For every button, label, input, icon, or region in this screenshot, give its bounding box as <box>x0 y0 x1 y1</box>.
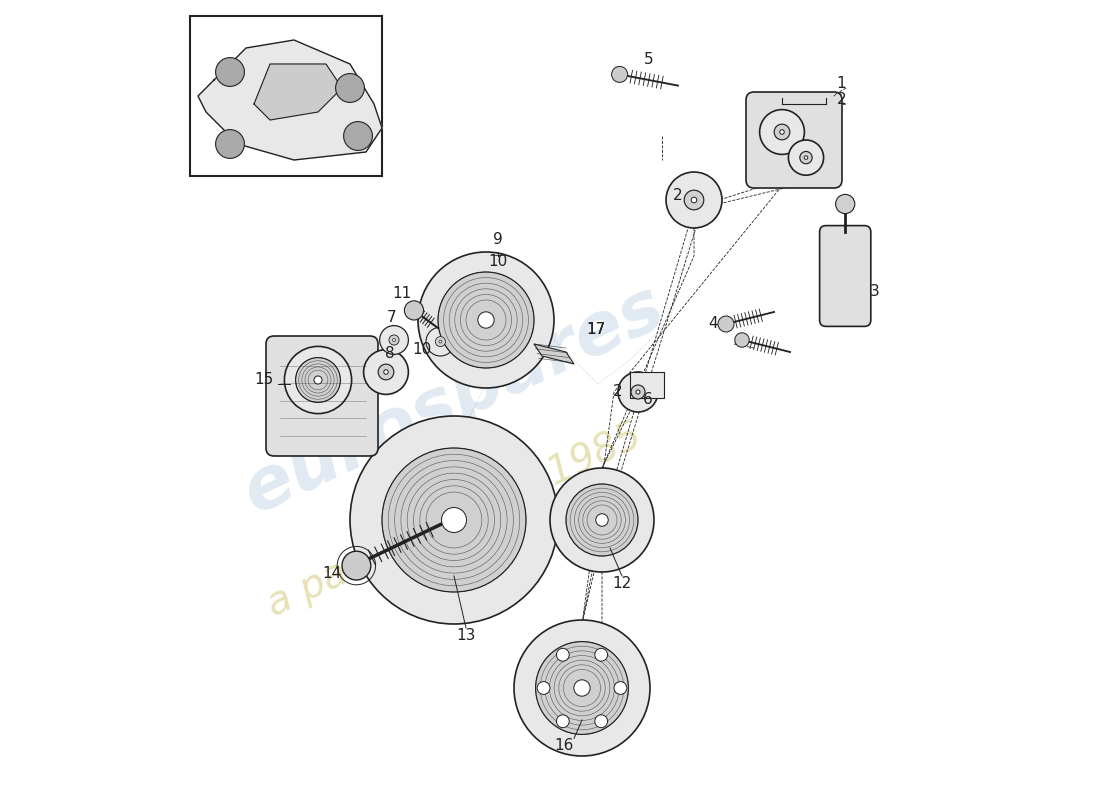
Text: 8: 8 <box>385 346 395 361</box>
Circle shape <box>789 140 824 175</box>
Text: a passion since 1985: a passion since 1985 <box>261 416 648 624</box>
Text: 14: 14 <box>322 566 342 581</box>
Circle shape <box>389 335 399 345</box>
FancyBboxPatch shape <box>630 372 663 398</box>
Circle shape <box>514 620 650 756</box>
FancyBboxPatch shape <box>820 226 871 326</box>
Text: 9: 9 <box>493 232 503 247</box>
Circle shape <box>595 648 607 661</box>
Circle shape <box>438 272 534 368</box>
Circle shape <box>342 551 371 580</box>
Circle shape <box>418 252 554 388</box>
Circle shape <box>378 364 394 380</box>
Text: 10: 10 <box>488 254 507 269</box>
Circle shape <box>735 333 749 347</box>
Text: 16: 16 <box>554 738 574 754</box>
FancyBboxPatch shape <box>746 92 842 188</box>
Text: 11: 11 <box>393 286 411 301</box>
Circle shape <box>393 338 395 342</box>
Circle shape <box>216 58 244 86</box>
Text: 17: 17 <box>586 322 605 338</box>
Circle shape <box>595 715 607 728</box>
Text: 3: 3 <box>870 284 880 299</box>
Text: 5: 5 <box>644 52 653 67</box>
Circle shape <box>296 358 340 402</box>
Text: —: — <box>493 250 504 259</box>
Circle shape <box>426 327 454 356</box>
Circle shape <box>477 312 494 328</box>
Circle shape <box>439 340 442 343</box>
Circle shape <box>379 326 408 354</box>
Polygon shape <box>534 344 574 364</box>
Circle shape <box>636 390 640 394</box>
Text: 10: 10 <box>412 342 431 358</box>
Circle shape <box>566 484 638 556</box>
Text: 13: 13 <box>456 628 475 643</box>
Circle shape <box>536 642 628 734</box>
Circle shape <box>350 416 558 624</box>
Circle shape <box>614 682 627 694</box>
Circle shape <box>285 346 352 414</box>
FancyBboxPatch shape <box>190 16 382 176</box>
Circle shape <box>684 190 704 210</box>
Circle shape <box>618 372 658 412</box>
Circle shape <box>384 370 388 374</box>
Circle shape <box>804 156 807 159</box>
Circle shape <box>596 514 608 526</box>
Circle shape <box>760 110 804 154</box>
Circle shape <box>631 385 645 399</box>
Circle shape <box>364 350 408 394</box>
Text: 12: 12 <box>613 576 631 591</box>
Circle shape <box>537 682 550 694</box>
Text: 7: 7 <box>387 310 396 325</box>
FancyBboxPatch shape <box>266 336 378 456</box>
Circle shape <box>550 468 654 572</box>
Text: 6: 6 <box>642 392 652 407</box>
Circle shape <box>574 680 591 696</box>
Circle shape <box>436 337 446 346</box>
Circle shape <box>557 648 569 661</box>
Circle shape <box>441 507 466 533</box>
Text: 15: 15 <box>255 372 274 387</box>
Circle shape <box>314 376 322 384</box>
Text: 1: 1 <box>836 76 846 91</box>
Circle shape <box>336 74 364 102</box>
Circle shape <box>557 715 569 728</box>
Text: 2: 2 <box>613 384 621 399</box>
Circle shape <box>612 66 628 82</box>
Polygon shape <box>198 40 382 160</box>
Circle shape <box>836 194 855 214</box>
Circle shape <box>405 301 424 320</box>
Circle shape <box>800 151 812 164</box>
Circle shape <box>691 198 696 202</box>
Circle shape <box>382 448 526 592</box>
Text: 17: 17 <box>586 322 605 337</box>
Circle shape <box>718 316 734 332</box>
Text: 2: 2 <box>672 188 682 203</box>
Circle shape <box>780 130 784 134</box>
Circle shape <box>774 124 790 140</box>
Text: eurospares: eurospares <box>232 272 675 528</box>
Circle shape <box>216 130 244 158</box>
Circle shape <box>666 172 722 228</box>
Text: 4: 4 <box>708 316 718 331</box>
Text: 2: 2 <box>836 92 846 107</box>
Circle shape <box>343 122 373 150</box>
Polygon shape <box>254 64 342 120</box>
